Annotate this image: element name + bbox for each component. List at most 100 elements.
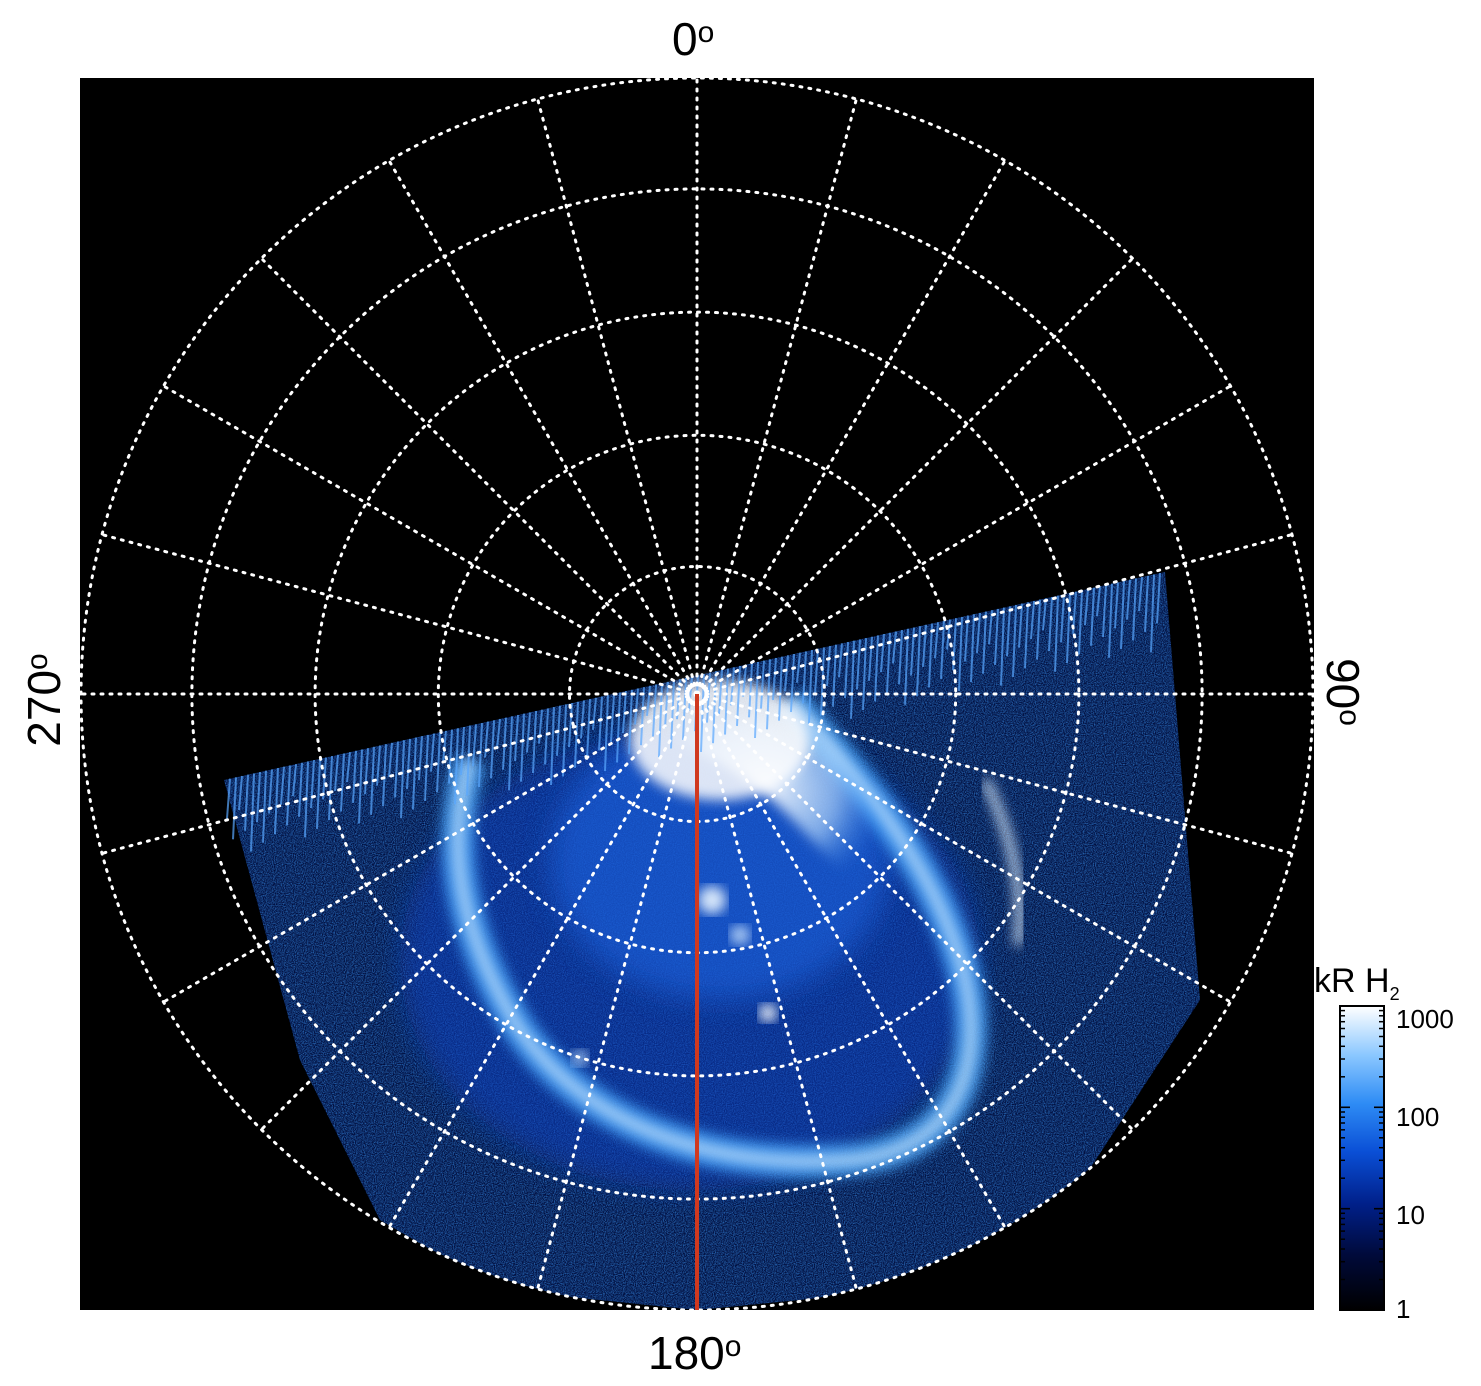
meridian-line xyxy=(695,692,858,1291)
emission-streak xyxy=(1012,604,1017,677)
emission-streak xyxy=(280,766,285,805)
emission-streak xyxy=(1024,602,1029,669)
emission-streak xyxy=(472,724,477,767)
emission-streak xyxy=(334,754,339,791)
emission-streak xyxy=(586,699,591,760)
emission-streak xyxy=(1048,596,1053,652)
emission-streak xyxy=(226,778,231,819)
emission-streak xyxy=(970,614,975,683)
emission-streak xyxy=(418,736,423,781)
emission-streak xyxy=(550,707,555,786)
emission-streak xyxy=(544,708,549,765)
emission-streak xyxy=(646,685,651,716)
emission-streak xyxy=(976,612,981,653)
meridian-line xyxy=(695,692,1135,1132)
emission-streak xyxy=(352,750,357,803)
emission-streak xyxy=(1126,579,1131,620)
emission-streak xyxy=(958,616,963,691)
emission-streak xyxy=(1144,575,1149,632)
emission-streak xyxy=(358,749,363,824)
longitude-label-top: 0o xyxy=(672,13,715,65)
emission-streak xyxy=(640,687,645,746)
emission-streak xyxy=(562,704,567,777)
colorbar xyxy=(1339,1005,1385,1311)
emission-streak xyxy=(742,664,747,697)
emission-streak xyxy=(502,717,507,770)
emission-streak xyxy=(1114,582,1119,629)
emission-streak xyxy=(760,660,765,709)
emission-streak xyxy=(598,696,603,751)
emission-streak xyxy=(268,769,273,814)
emission-streak xyxy=(478,722,483,788)
emission-streak xyxy=(322,757,327,800)
emission-streak xyxy=(832,644,837,707)
emission-streak xyxy=(874,635,879,702)
emission-streak xyxy=(820,647,825,716)
emission-streak xyxy=(346,752,351,783)
longitude-label-bottom: 180o xyxy=(648,1327,742,1379)
emission-streak xyxy=(430,733,435,772)
emission-streak xyxy=(286,765,291,826)
emission-streak xyxy=(406,738,411,789)
meridian-line xyxy=(695,692,1232,1004)
emission-streak xyxy=(604,695,609,772)
emission-streak xyxy=(778,656,783,721)
emission-streak xyxy=(526,712,531,753)
emission-streak xyxy=(460,726,465,776)
emission-streak xyxy=(238,775,243,811)
emission-streak xyxy=(1060,594,1065,643)
emission-streak xyxy=(616,692,621,763)
meridian-line xyxy=(695,384,1232,696)
colorbar-tick-label: 1 xyxy=(1396,1294,1411,1324)
auroral-emission-image xyxy=(224,572,1200,1310)
emission-streak xyxy=(772,657,777,701)
longitude-label-left: 270o xyxy=(18,653,70,747)
longitude-label-right: 90o xyxy=(1317,658,1369,726)
meridian-line xyxy=(695,159,1007,696)
emission-streak xyxy=(880,634,885,673)
emission-streak xyxy=(496,718,501,750)
emission-streak xyxy=(982,611,987,674)
emission-streak xyxy=(1120,581,1125,650)
emission-streak xyxy=(262,770,267,843)
emission-streak xyxy=(862,638,867,711)
emission-streak xyxy=(1030,600,1035,640)
emission-streak xyxy=(454,728,459,805)
emission-streak xyxy=(364,748,369,795)
emission-streak xyxy=(394,741,399,798)
emission-streak xyxy=(790,653,795,713)
emission-streak xyxy=(784,655,789,692)
meridian-line xyxy=(259,692,699,1132)
emission-streak xyxy=(904,628,909,705)
emission-streak xyxy=(490,720,495,779)
emission-streak xyxy=(868,636,873,681)
emission-streak xyxy=(664,681,669,728)
emission-streak xyxy=(850,640,855,719)
meridian-line xyxy=(100,533,699,696)
emission-streak xyxy=(682,677,687,740)
emission-streak xyxy=(538,709,543,744)
emission-streak xyxy=(928,623,933,688)
emission-streak xyxy=(580,700,585,739)
emission-streak xyxy=(436,732,441,793)
emission-streak xyxy=(484,721,489,758)
polar-graticule xyxy=(80,78,1314,1310)
latitude-ring xyxy=(313,310,1081,1078)
emission-streak xyxy=(688,676,693,711)
emission-streak xyxy=(520,713,525,782)
emission-streak xyxy=(1018,603,1023,648)
emission-streak xyxy=(232,777,237,840)
emission-streak xyxy=(292,764,297,797)
emission-streak xyxy=(1102,584,1107,638)
emission-streak xyxy=(1006,606,1011,657)
emission-streak xyxy=(898,630,903,685)
meridian-line xyxy=(695,692,1294,855)
meridian-line xyxy=(695,533,1294,696)
emission-streak xyxy=(310,760,315,809)
emission-streak xyxy=(274,768,279,835)
emission-streak xyxy=(796,652,801,683)
emission-streak xyxy=(382,744,387,807)
meridian-line xyxy=(387,159,699,696)
emission-streak xyxy=(754,661,759,739)
